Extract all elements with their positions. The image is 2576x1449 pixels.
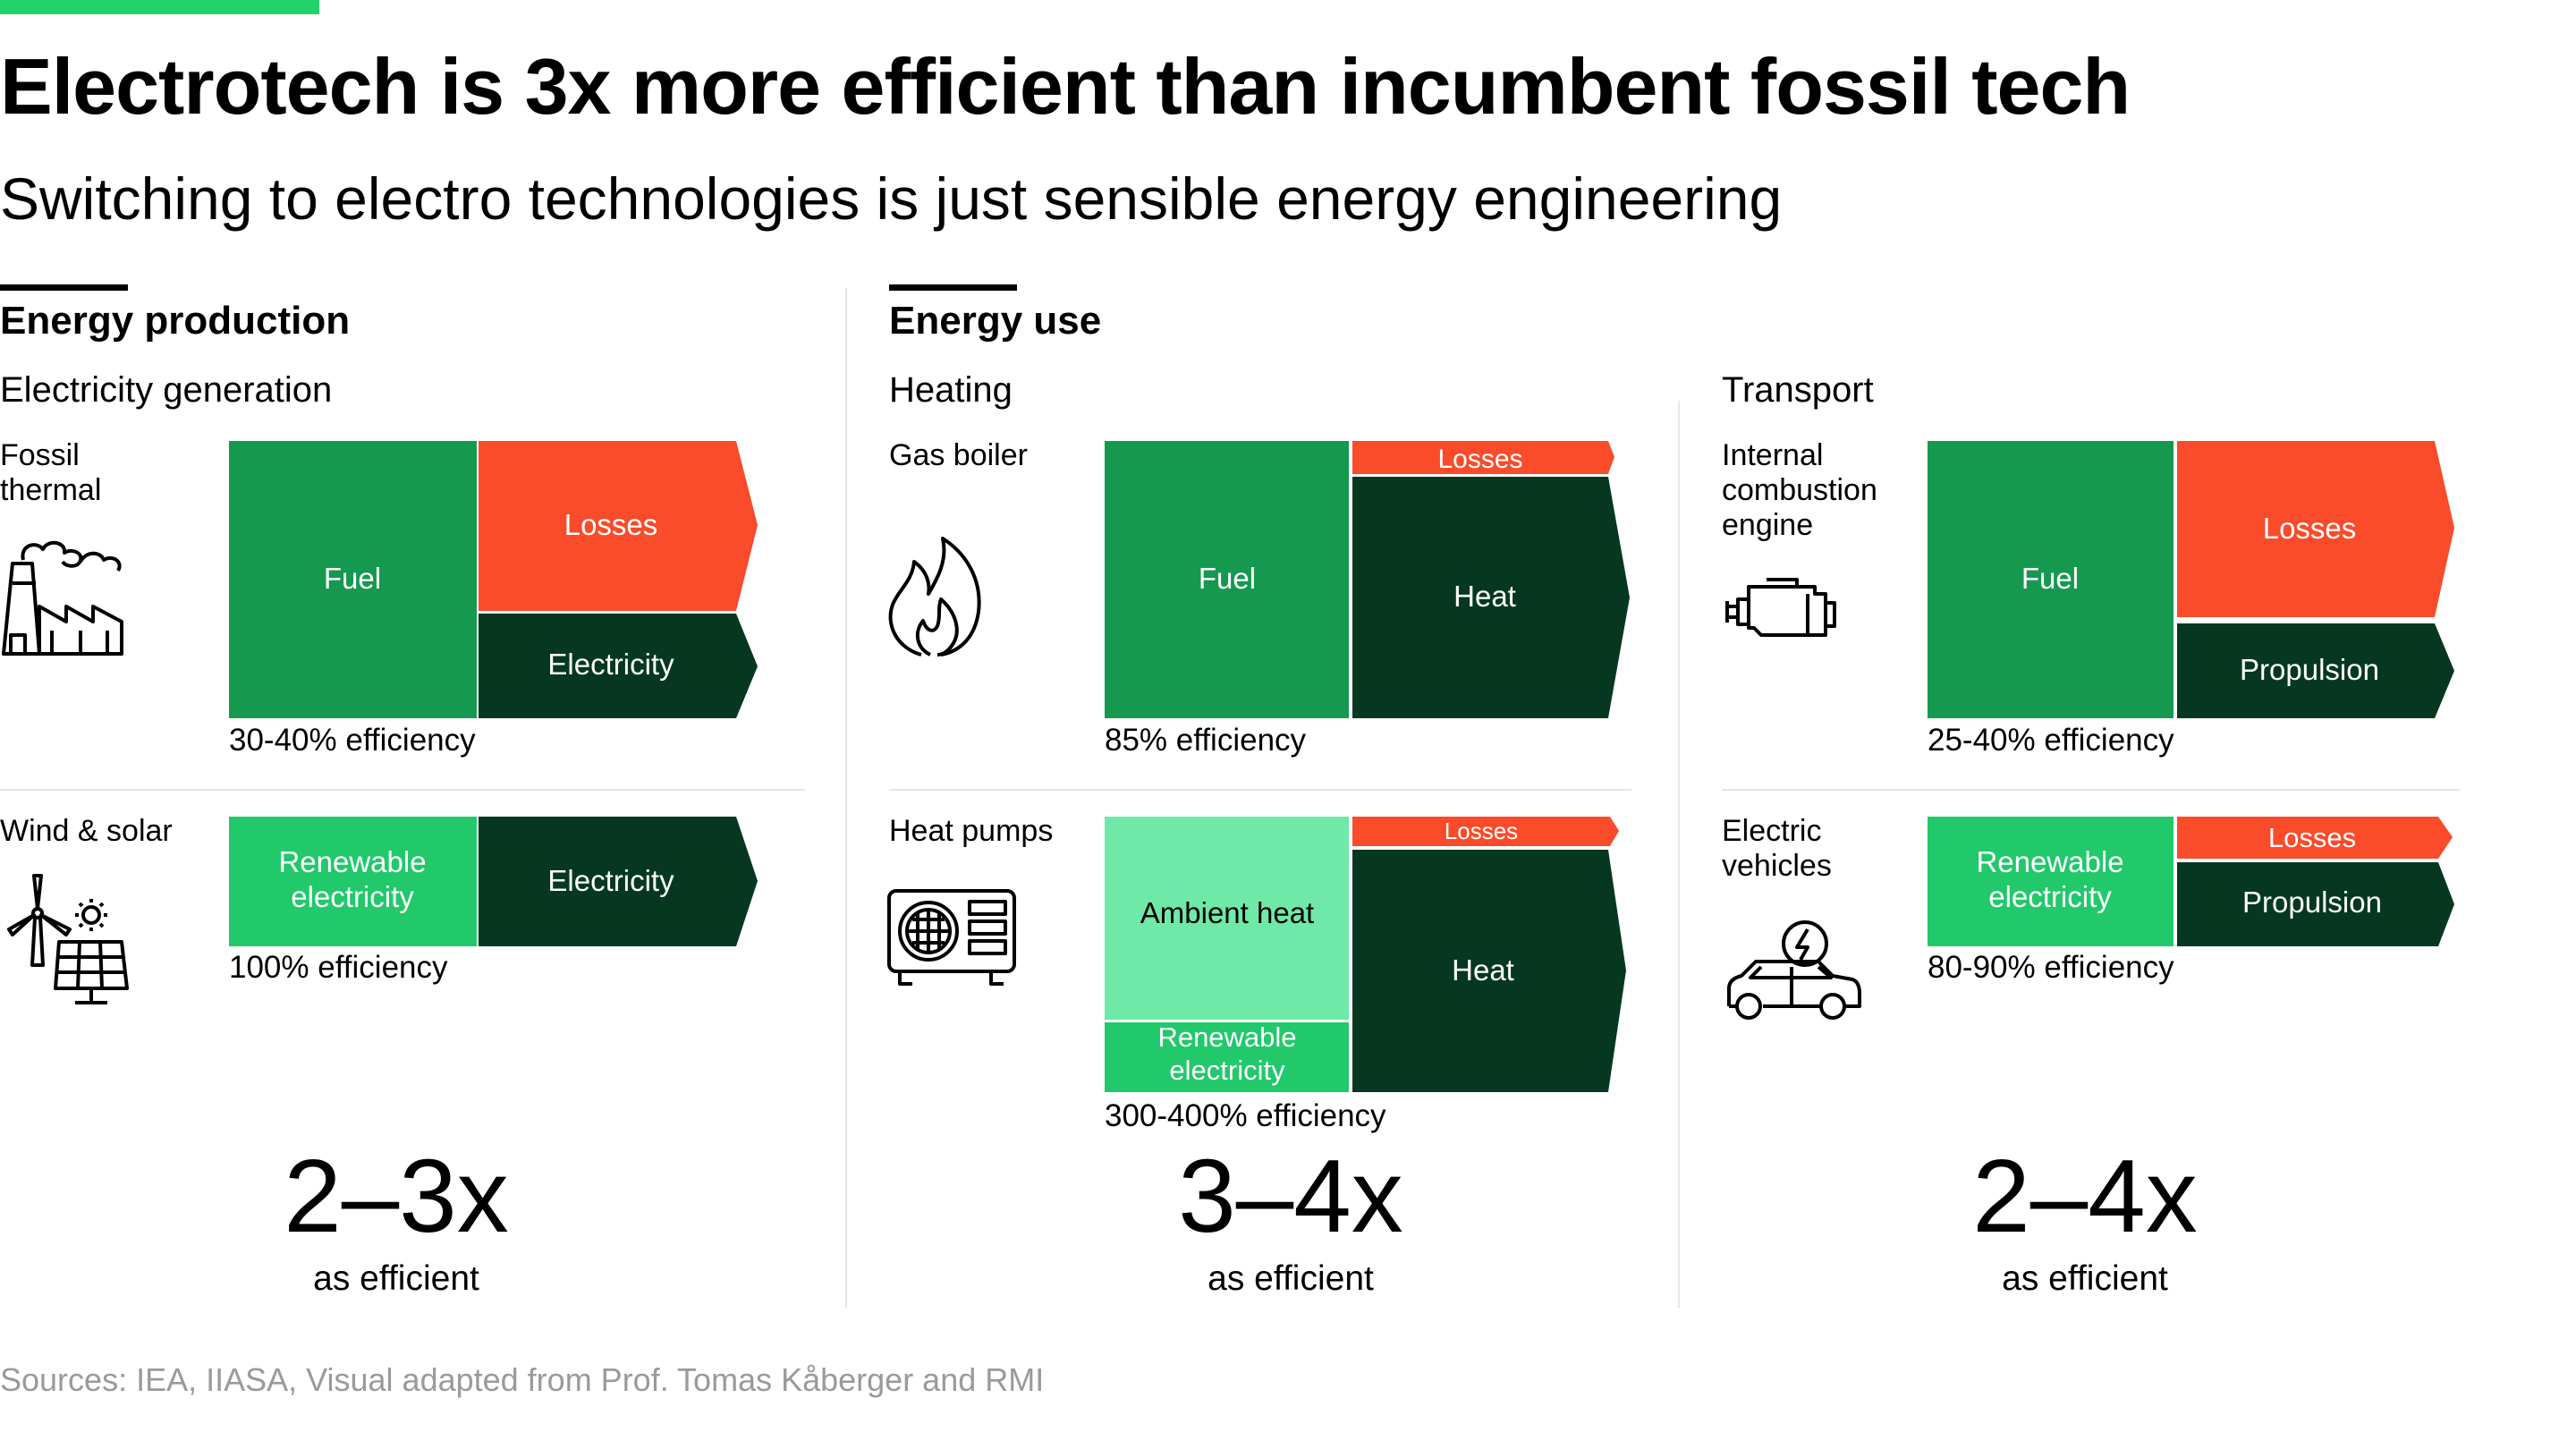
heating-heading: Heating [889, 370, 1013, 410]
source-note: Sources: IEA, IIASA, Visual adapted from… [0, 1361, 1045, 1398]
losses-block [1352, 817, 1619, 846]
efficiency-label: 85% efficiency [1105, 723, 1307, 758]
renewable-label-line: electricity [291, 880, 414, 913]
column-divider [845, 288, 847, 1308]
page-subtitle: Switching to electro technologies is jus… [0, 165, 1783, 232]
row-divider [1722, 789, 2460, 791]
heat-block [1352, 850, 1626, 1092]
losses-block [479, 441, 758, 611]
propulsion-block [2177, 623, 2454, 718]
fuel-block [1928, 441, 2174, 718]
fossil-thermal-flow: Fuel Losses Electricity [229, 441, 758, 718]
transport-heading: Transport [1722, 370, 1874, 410]
use-heading: Energy use [889, 299, 1102, 343]
heat-pumps-label: Heat pumps [889, 814, 1054, 848]
production-multiplier: 2–3x [284, 1138, 509, 1254]
ev-flow: Renewable electricity Losses Propulsion [1928, 817, 2454, 946]
production-subheading: Electricity generation [0, 370, 333, 410]
renewable-block [229, 817, 477, 946]
propulsion-label: Propulsion [2242, 886, 2382, 919]
renewable-block [1928, 817, 2174, 946]
heat-pumps-flow: Ambient heat Renewable electricity Losses… [1105, 817, 1626, 1092]
engine-icon [1725, 578, 1836, 637]
losses-label: Losses [564, 508, 658, 541]
electricity-label: Electricity [547, 648, 674, 681]
fuel-label: Fuel [324, 562, 381, 595]
losses-block [2177, 441, 2454, 617]
heat-pump-icon [887, 889, 1016, 986]
fuel-block [1105, 441, 1349, 718]
losses-label: Losses [1437, 445, 1522, 474]
ice-flow: Fuel Losses Propulsion [1928, 441, 2454, 718]
efficiency-label: 100% efficiency [229, 950, 448, 985]
fuel-label: Fuel [1199, 562, 1256, 595]
accent-bar [0, 0, 319, 14]
renewable-label: Renewable electricity [1976, 845, 2123, 913]
losses-label: Losses [2268, 822, 2356, 853]
heat-label: Heat [1453, 580, 1516, 613]
transport-multiplier-caption: as efficient [2002, 1259, 2168, 1298]
row-divider [889, 789, 1631, 791]
column-divider [1678, 401, 1680, 1308]
renewable-label: Renewable electricity [1157, 1021, 1296, 1086]
propulsion-block [2177, 862, 2454, 946]
efficiency-label: 25-40% efficiency [1928, 723, 2174, 758]
gas-boiler-label: Gas boiler [889, 438, 1028, 472]
heating-multiplier-caption: as efficient [1208, 1259, 1374, 1298]
factory-icon [2, 540, 123, 656]
production-multiplier-caption: as efficient [313, 1259, 479, 1298]
renewable-label-line: Renewable [278, 845, 426, 878]
losses-block [1352, 441, 1614, 474]
efficiency-label: 80-90% efficiency [1928, 950, 2174, 985]
row-divider [0, 789, 805, 791]
renewable-label-line: electricity [1988, 880, 2112, 913]
ambient-heat-label: Ambient heat [1140, 896, 1314, 929]
heat-label: Heat [1452, 953, 1514, 987]
losses-block [2177, 817, 2453, 859]
production-rule [0, 284, 128, 291]
use-rule [889, 284, 1017, 291]
renewable-label-line: electricity [1169, 1055, 1285, 1086]
electricity-label: Electricity [547, 864, 674, 897]
heat-block [1352, 477, 1630, 718]
electric-car-icon [1727, 920, 1861, 1020]
fossil-thermal-label: Fossil thermal [0, 438, 102, 507]
flame-icon [888, 537, 981, 657]
production-heading: Energy production [0, 299, 351, 343]
efficiency-label: 30-40% efficiency [229, 723, 476, 758]
wind-solar-icon [7, 874, 129, 1004]
fuel-label: Fuel [2021, 562, 2079, 595]
renewable-label-line: Renewable [1976, 845, 2123, 878]
renewable-block [1105, 1022, 1349, 1092]
page-title: Electrotech is 3x more efficient than in… [0, 42, 2131, 131]
ev-label: Electric vehicles [1722, 814, 1832, 883]
fuel-block [229, 441, 477, 718]
gas-boiler-flow: Fuel Losses Heat [1105, 441, 1630, 718]
losses-label: Losses [1445, 818, 1518, 844]
ice-label: Internal combustion engine [1722, 438, 1877, 542]
propulsion-label: Propulsion [2240, 653, 2379, 686]
heating-multiplier: 3–4x [1178, 1138, 1403, 1254]
renewable-label: Renewable electricity [278, 845, 426, 913]
losses-label: Losses [2263, 512, 2357, 545]
electricity-block [479, 614, 758, 718]
electricity-block [479, 817, 758, 946]
wind-solar-label: Wind & solar [0, 814, 173, 848]
transport-multiplier: 2–4x [1972, 1138, 2198, 1254]
wind-solar-flow: Renewable electricity Electricity [229, 817, 758, 946]
ambient-heat-block [1105, 817, 1349, 1020]
efficiency-label: 300-400% efficiency [1105, 1098, 1386, 1133]
renewable-label-line: Renewable [1157, 1021, 1296, 1053]
